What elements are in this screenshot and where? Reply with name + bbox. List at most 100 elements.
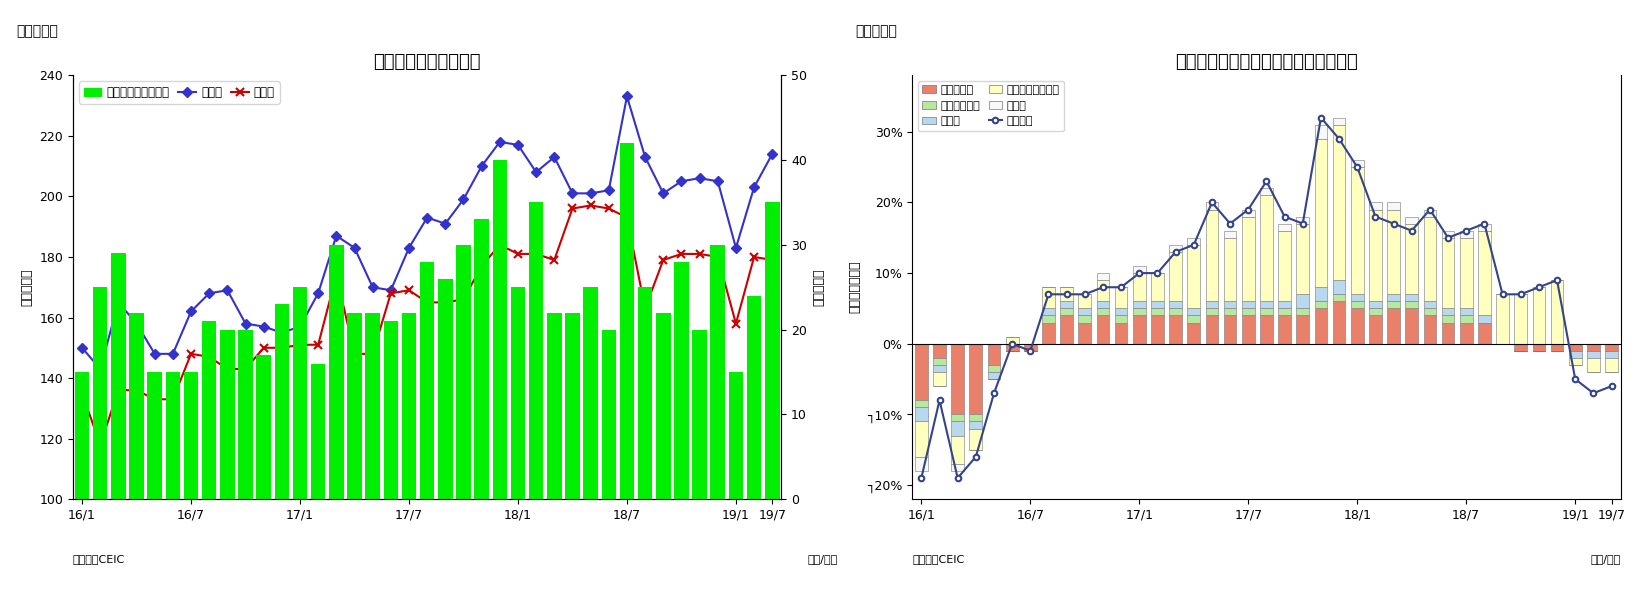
Bar [969,429,982,450]
Bar [1351,167,1363,294]
Text: （年/月）: （年/月） [1590,554,1620,564]
Bar [1206,309,1218,316]
Bar [366,313,381,499]
Bar [915,422,928,457]
Bar [933,372,946,386]
Bar [1406,309,1417,344]
Bar [1060,302,1073,309]
Bar [1114,287,1127,309]
Text: （年/月）: （年/月） [808,554,837,564]
Bar [493,160,508,499]
Bar [1261,302,1272,309]
Bar [330,245,344,499]
Bar [1369,302,1381,309]
Bar [1351,160,1363,167]
Bar [765,203,780,499]
Bar [1515,294,1528,344]
Bar [583,287,598,499]
Bar [1279,224,1290,231]
Bar [915,457,928,471]
Bar [1224,309,1236,316]
Bar [1315,302,1327,309]
Bar [951,422,964,436]
Bar [1005,337,1018,344]
Bar [1042,287,1055,309]
Bar [969,422,982,429]
Bar [951,415,964,422]
Bar [1460,309,1473,316]
Bar [1424,309,1437,316]
Bar [1605,358,1618,372]
Bar [1460,238,1473,309]
Bar [1224,231,1236,238]
Bar [1605,351,1618,358]
Bar [511,287,526,499]
Bar [1424,217,1437,302]
Bar [1569,344,1582,351]
Bar [1460,316,1473,323]
Bar [1150,316,1163,344]
Bar [1188,323,1200,344]
Text: （資料）CEIC: （資料）CEIC [913,554,964,564]
Bar [1096,309,1109,316]
Bar [1078,294,1091,309]
Bar [529,203,544,499]
Bar [1188,316,1200,323]
Bar [1170,302,1182,309]
Bar [110,253,125,499]
Bar [547,313,562,499]
Bar [475,219,489,499]
Bar [147,372,162,499]
Bar [1078,309,1091,316]
Bar [1315,309,1327,344]
Bar [1533,287,1546,344]
Bar [969,415,982,422]
Bar [1406,294,1417,302]
Bar [129,313,143,499]
Bar [1315,287,1327,302]
Bar [1042,323,1055,344]
Bar [1188,238,1200,245]
Bar [1224,302,1236,309]
Bar [1533,344,1546,351]
Bar [1261,196,1272,302]
Bar [402,313,417,499]
Bar [1150,273,1163,302]
Bar [1406,302,1417,309]
Bar [1424,210,1437,217]
Y-axis label: （億ドル）: （億ドル） [812,269,826,306]
Bar [384,321,399,499]
Bar [1170,252,1182,302]
Bar [1224,238,1236,302]
Bar [1114,316,1127,323]
Bar [1388,309,1399,344]
Bar [1333,280,1345,294]
Bar [933,365,946,372]
Bar [1369,203,1381,210]
Bar [1096,280,1109,302]
Bar [1114,309,1127,316]
Bar [239,330,252,499]
Bar [1243,217,1254,302]
Bar [203,321,216,499]
Bar [1315,139,1327,287]
Bar [1261,316,1272,344]
Bar [456,245,471,499]
Bar [1206,210,1218,302]
Bar [1569,358,1582,365]
Bar [1333,125,1345,280]
Bar [1078,323,1091,344]
Bar [1279,231,1290,302]
Bar [1388,294,1399,302]
Bar [674,262,689,499]
Bar [1569,351,1582,358]
Bar [1060,287,1073,302]
Title: マレーシア　輸出の伸び率（品目別）: マレーシア 輸出の伸び率（品目別） [1175,53,1358,71]
Bar [1297,309,1309,316]
Bar [1243,316,1254,344]
Bar [1096,273,1109,280]
Bar [987,344,1000,365]
Text: （図表７）: （図表７） [16,24,58,38]
Bar [438,279,453,499]
Bar [1297,224,1309,294]
